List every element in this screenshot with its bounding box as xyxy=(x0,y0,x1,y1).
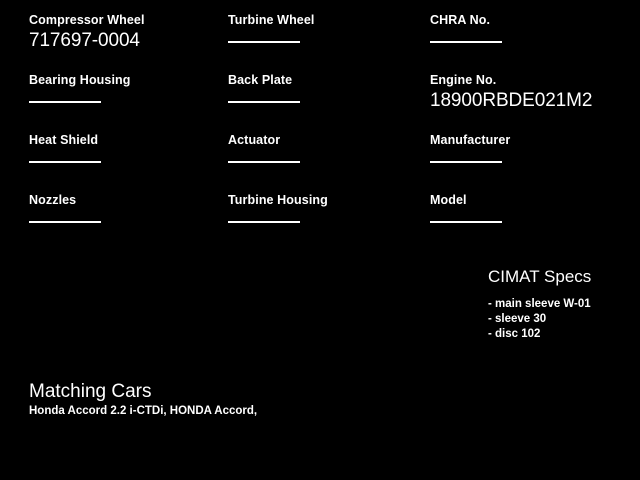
spec-grid: Compressor Wheel 717697-0004 Bearing Housi… xyxy=(29,13,620,223)
cimat-specs-panel: CIMAT Specs - main sleeve W-01 - sleeve 3… xyxy=(488,267,638,342)
spec-field: Back Plate xyxy=(228,73,418,103)
spec-field-label: Manufacturer xyxy=(430,133,511,147)
spec-field: Nozzles xyxy=(29,193,219,223)
spec-field-blank-rule xyxy=(228,41,300,43)
spec-field-label: Model xyxy=(430,193,467,207)
cimat-specs-item: - main sleeve W-01 xyxy=(488,298,591,310)
spec-field-blank-rule xyxy=(430,161,502,163)
matching-cars-list: Honda Accord 2.2 i-CTDi, HONDA Accord, xyxy=(29,405,258,417)
spec-field-label: Engine No. xyxy=(430,73,497,87)
spec-field-blank-rule xyxy=(228,101,300,103)
spec-field-label: Turbine Wheel xyxy=(228,13,315,27)
spec-field-value: 717697-0004 xyxy=(29,30,140,51)
spec-field-blank-rule xyxy=(29,221,101,223)
cimat-specs-list: - main sleeve W-01 - sleeve 30 - disc 102 xyxy=(488,297,638,342)
spec-field: CHRA No. xyxy=(430,13,620,43)
spec-field-blank-rule xyxy=(228,221,300,223)
spec-field: Heat Shield xyxy=(29,133,219,163)
spec-field-label: Actuator xyxy=(228,133,281,147)
spec-field-label: Nozzles xyxy=(29,193,77,207)
matching-cars-section: Matching Cars Honda Accord 2.2 i-CTDi, H… xyxy=(29,381,629,418)
spec-field-blank-rule xyxy=(29,101,101,103)
cimat-specs-item: - sleeve 30 xyxy=(488,313,547,325)
spec-field-label: Bearing Housing xyxy=(29,73,131,87)
spec-field-blank-rule xyxy=(430,41,502,43)
spec-field: Turbine Wheel xyxy=(228,13,418,43)
spec-field: Turbine Housing xyxy=(228,193,418,223)
spec-field: Model xyxy=(430,193,620,223)
spec-field-label: CHRA No. xyxy=(430,13,491,27)
spec-field-value: 18900RBDE021M2 xyxy=(430,90,593,111)
spec-field: Actuator xyxy=(228,133,418,163)
spec-field: Manufacturer xyxy=(430,133,620,163)
spec-field-label: Compressor Wheel xyxy=(29,13,145,27)
spec-field-label: Turbine Housing xyxy=(228,193,328,207)
spec-field-label: Heat Shield xyxy=(29,133,99,147)
spec-field: Engine No. 18900RBDE021M2 xyxy=(430,73,620,112)
spec-field-blank-rule xyxy=(430,221,502,223)
spec-field-label: Back Plate xyxy=(228,73,293,87)
spec-field: Compressor Wheel 717697-0004 xyxy=(29,13,219,52)
spec-field: Bearing Housing xyxy=(29,73,219,103)
matching-cars-title: Matching Cars xyxy=(29,381,152,402)
cimat-specs-item: - disc 102 xyxy=(488,328,541,340)
cimat-specs-title: CIMAT Specs xyxy=(488,267,592,286)
spec-field-blank-rule xyxy=(29,161,101,163)
spec-field-blank-rule xyxy=(228,161,300,163)
